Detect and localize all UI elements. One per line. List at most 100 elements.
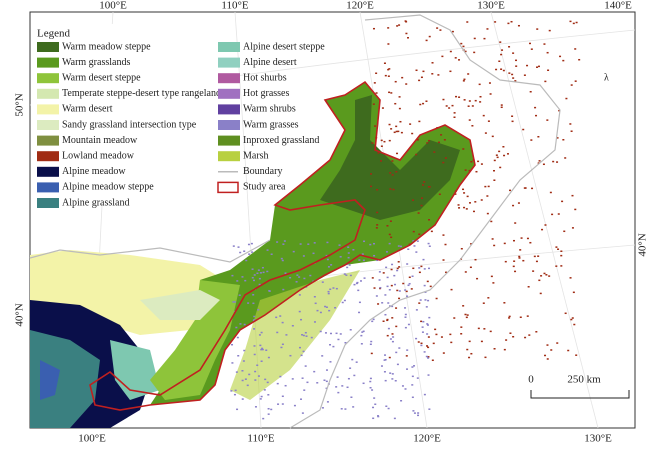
grass-patch: [296, 274, 299, 276]
grass-patch: [261, 347, 264, 350]
grass-patch: [300, 398, 303, 400]
lowland-patch: [405, 21, 408, 23]
top-label: 120°E: [346, 0, 374, 12]
legend-swatch: [218, 73, 240, 84]
grass-patch: [323, 379, 326, 381]
lowland-patch: [418, 233, 421, 236]
grass-patch: [241, 276, 244, 278]
lowland-patch: [450, 288, 453, 291]
grass-patch: [427, 267, 430, 270]
lowland-patch: [544, 80, 547, 83]
lowland-patch: [453, 116, 456, 118]
grass-patch: [415, 251, 418, 253]
lowland-patch: [526, 315, 529, 317]
lowland-patch: [396, 289, 399, 292]
lowland-patch: [547, 69, 550, 72]
legend-swatch: [37, 88, 59, 99]
legend-swatch: [37, 151, 59, 162]
right-label: 40°N: [637, 233, 649, 256]
lowland-patch: [389, 172, 392, 174]
lowland-patch: [572, 291, 575, 294]
legend-swatch: [37, 57, 59, 68]
lowland-patch: [511, 120, 514, 123]
grass-patch: [422, 320, 425, 323]
grass-patch: [328, 309, 331, 312]
lowland-patch: [420, 76, 423, 79]
grass-patch: [261, 348, 264, 351]
legend-swatch: [218, 88, 240, 99]
grass-patch: [386, 285, 389, 288]
lowland-patch: [399, 120, 402, 123]
grass-patch: [411, 384, 414, 386]
lowland-patch: [458, 59, 461, 61]
grass-patch: [235, 326, 238, 329]
grass-patch: [309, 274, 312, 277]
grass-patch: [363, 240, 366, 243]
lowland-patch: [546, 119, 549, 121]
grass-patch: [284, 272, 287, 274]
lowland-patch: [574, 208, 577, 211]
grass-patch: [236, 280, 239, 282]
grass-patch: [416, 240, 419, 242]
lowland-patch: [428, 35, 431, 38]
lowland-patch: [470, 160, 473, 163]
lowland-patch: [386, 319, 389, 322]
grass-patch: [343, 273, 346, 275]
lowland-patch: [435, 333, 438, 336]
map-frame: [29, 11, 636, 429]
grass-patch: [235, 371, 238, 373]
grass-patch: [230, 390, 233, 392]
lowland-patch: [420, 197, 423, 199]
grass-patch: [283, 240, 286, 242]
lowland-patch: [390, 284, 393, 287]
lowland-patch: [474, 258, 477, 261]
lowland-patch: [412, 199, 415, 201]
lowland-patch: [386, 225, 389, 227]
lowland-patch: [500, 68, 503, 70]
lowland-patch: [571, 194, 574, 197]
lowland-patch: [527, 286, 530, 288]
grass-patch: [347, 256, 350, 259]
grass-patch: [369, 380, 372, 383]
legend-label: Hot grasses: [243, 88, 289, 99]
lowland-patch: [449, 50, 452, 53]
lowland-patch: [546, 358, 549, 360]
grass-patch: [243, 349, 246, 352]
grass-patch: [257, 269, 260, 271]
lowland-patch: [546, 344, 549, 346]
grass-patch: [327, 290, 330, 293]
lowland-patch: [449, 70, 452, 73]
grass-patch: [404, 316, 407, 318]
grass-patch: [417, 414, 420, 417]
lowland-patch: [420, 342, 423, 345]
lowland-patch: [427, 186, 430, 188]
lowland-patch: [515, 65, 518, 67]
lowland-patch: [377, 152, 380, 154]
lowland-patch: [435, 297, 438, 300]
grass-patch: [313, 295, 316, 298]
lowland-patch: [473, 51, 476, 54]
grass-patch: [428, 408, 431, 410]
lowland-patch: [437, 141, 440, 144]
lowland-patch: [506, 153, 509, 155]
lowland-patch: [565, 97, 568, 100]
grass-patch: [384, 358, 387, 361]
lowland-patch: [463, 99, 466, 101]
lowland-patch: [571, 317, 574, 319]
grass-patch: [387, 302, 390, 304]
grass-patch: [391, 263, 394, 266]
lowland-patch: [398, 297, 401, 300]
grass-patch: [406, 295, 409, 297]
grass-patch: [346, 266, 349, 269]
grass-patch: [344, 408, 347, 410]
lowland-patch: [395, 125, 398, 128]
lowland-patch: [418, 79, 421, 82]
lowland-patch: [433, 151, 436, 153]
grass-patch: [306, 381, 309, 384]
grass-patch: [257, 309, 260, 311]
lowland-patch: [388, 91, 391, 94]
grass-patch: [316, 309, 319, 312]
grass-patch: [319, 311, 322, 314]
lowland-patch: [376, 224, 379, 226]
lowland-patch: [499, 166, 502, 169]
